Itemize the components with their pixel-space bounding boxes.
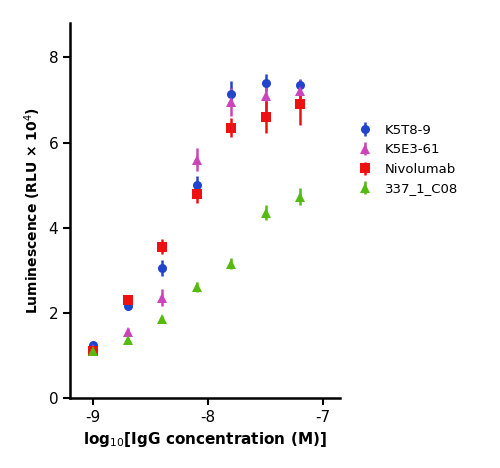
Y-axis label: Luminescence (RLU × 10$^4$): Luminescence (RLU × 10$^4$) xyxy=(22,107,43,314)
Legend: K5T8-9, K5E3-61, Nivolumab, 337_1_C08: K5T8-9, K5E3-61, Nivolumab, 337_1_C08 xyxy=(352,124,458,195)
X-axis label: log$_{10}$[IgG concentration (M)]: log$_{10}$[IgG concentration (M)] xyxy=(83,430,327,449)
